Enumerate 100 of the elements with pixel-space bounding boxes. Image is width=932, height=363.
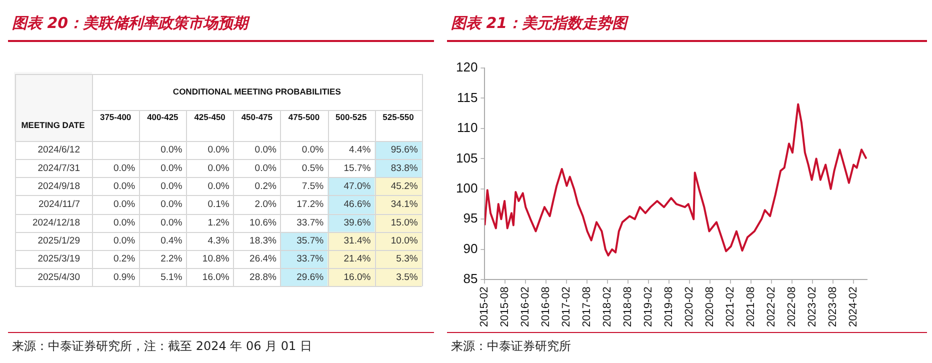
x-tick-label: 2019-02 [642, 286, 655, 328]
data-label: 0.0% [160, 162, 183, 174]
data-label: 10.8% [202, 254, 230, 265]
data-label: 2.2% [160, 254, 183, 265]
y-tick-label: 85 [463, 271, 478, 286]
data-label: 26.4% [250, 254, 278, 265]
data-label: 0.0% [113, 236, 136, 247]
chart-subtitle: CONDITIONAL MEETING PROBABILITIES [172, 86, 342, 96]
y-tick-label: 90 [463, 240, 478, 256]
x-tick-label: 2020-08 [704, 286, 716, 328]
data-label: 0.4% [160, 236, 183, 247]
data-label: 39.6% [344, 217, 372, 228]
source-note: 来源：中泰证券研究所 [451, 338, 571, 355]
x-tick-label: 2017-02 [560, 286, 573, 328]
x-tick-label: 2021-08 [745, 286, 758, 328]
y-tick-label: 115 [456, 90, 478, 105]
data-label: 0.5% [302, 162, 324, 174]
data-label: 0.0% [160, 181, 183, 192]
data-label: 34.1% [390, 199, 418, 210]
y-tick-label: 2025/1/29 [38, 236, 80, 247]
data-label: 15.7% [344, 162, 372, 174]
data-label: 31.4% [344, 236, 372, 247]
data-label: 83.8% [390, 162, 418, 174]
data-label: 47.0% [344, 181, 372, 192]
source-note: 来源：中泰证券研究所，注：截至 2024 年 06 月 01 日 [12, 338, 312, 355]
data-label: 15.0% [390, 217, 418, 228]
x-tick-label: 500-525 [336, 112, 368, 122]
data-label: 5.1% [160, 272, 183, 283]
data-label: 0.2% [254, 181, 278, 192]
data-label: 0.0% [208, 181, 230, 192]
y-tick-label: 2024/7/31 [38, 162, 80, 174]
data-label: 2.0% [254, 199, 278, 210]
y-tick-label: 110 [456, 120, 478, 136]
x-tick-label: 2015-02 [478, 286, 491, 328]
y-tick-label: 2025/4/30 [38, 272, 80, 283]
data-label: 0.0% [208, 162, 230, 174]
data-label: 5.3% [396, 254, 418, 265]
data-label: 0.0% [254, 144, 278, 156]
data-label: 4.4% [349, 144, 372, 156]
data-label: 0.0% [113, 162, 136, 174]
x-tick-label: 2022-08 [786, 286, 798, 328]
x-tick-label: 425-450 [194, 112, 226, 122]
data-label: 21.4% [344, 254, 372, 265]
data-label: 3.5% [396, 272, 418, 283]
data-label: 0.0% [113, 217, 136, 228]
data-label: 0.9% [113, 272, 136, 283]
data-label: 16.0% [202, 272, 230, 283]
y-tick-label: 100 [456, 180, 478, 196]
data-label: 0.0% [302, 144, 324, 156]
data-label: 33.7% [296, 254, 324, 265]
data-label: 95.6% [390, 144, 418, 156]
x-tick-label: 2024-02 [848, 286, 860, 328]
x-tick-label: 2023-02 [806, 286, 819, 328]
x-tick-label: 2016-08 [540, 286, 552, 328]
data-label: 16.0% [344, 272, 372, 283]
x-tick-label: 475-500 [288, 112, 320, 122]
y-tick-label: 2024/11/7 [38, 199, 80, 210]
data-label: 0.0% [208, 144, 230, 156]
data-label: 0.0% [254, 162, 278, 174]
x-tick-label: 450-475 [241, 112, 273, 122]
x-tick-label: 2021-02 [724, 286, 737, 328]
x-tick-label: 2020-02 [684, 286, 696, 328]
y-axis-title: MEETING DATE [21, 120, 86, 130]
x-tick-label: 375-400 [100, 112, 132, 122]
chart-title: 图表 21：美元指数走势图 [451, 14, 628, 33]
x-tick-label: 2017-08 [581, 286, 594, 328]
data-label: 7.5% [302, 181, 324, 192]
data-label: 0.0% [113, 199, 136, 210]
data-label: 0.0% [160, 199, 183, 210]
x-tick-label: 2019-08 [662, 286, 675, 328]
x-tick-label: 2016-02 [520, 286, 532, 328]
x-tick-label: 400-425 [147, 112, 179, 122]
data-label: 0.0% [160, 144, 183, 156]
data-label: 33.7% [296, 217, 324, 228]
y-tick-label: 2024/9/18 [38, 181, 80, 192]
data-label: 45.2% [390, 181, 418, 192]
data-label: 0.2% [113, 254, 136, 265]
x-tick-label: 2023-08 [826, 286, 839, 328]
data-label: 46.6% [344, 199, 372, 210]
data-label: 0.0% [160, 217, 183, 228]
data-label: 28.8% [250, 272, 278, 283]
data-label: 10.0% [390, 236, 418, 247]
x-tick-label: 2018-08 [622, 286, 634, 328]
data-label: 0.0% [113, 181, 136, 192]
chart-title: 图表 20：美联储利率政策市场预期 [12, 14, 248, 33]
data-label: 4.3% [208, 236, 230, 247]
x-tick-label: 2015-08 [499, 286, 512, 328]
y-tick-label: 2025/3/19 [38, 254, 80, 265]
y-tick-label: 2024/12/18 [32, 217, 80, 228]
data-label: 0.1% [208, 199, 230, 210]
y-tick-label: 2024/6/12 [38, 144, 80, 156]
data-label: 17.2% [296, 199, 324, 210]
data-label: 10.6% [250, 217, 278, 228]
data-label: 35.7% [296, 236, 324, 247]
y-tick-label: 95 [463, 210, 478, 226]
data-label: 29.6% [296, 272, 324, 283]
y-tick-label: 120 [456, 60, 478, 75]
x-tick-label: 525-550 [382, 112, 414, 122]
data-label: 1.2% [208, 217, 230, 228]
y-tick-label: 105 [456, 150, 478, 166]
